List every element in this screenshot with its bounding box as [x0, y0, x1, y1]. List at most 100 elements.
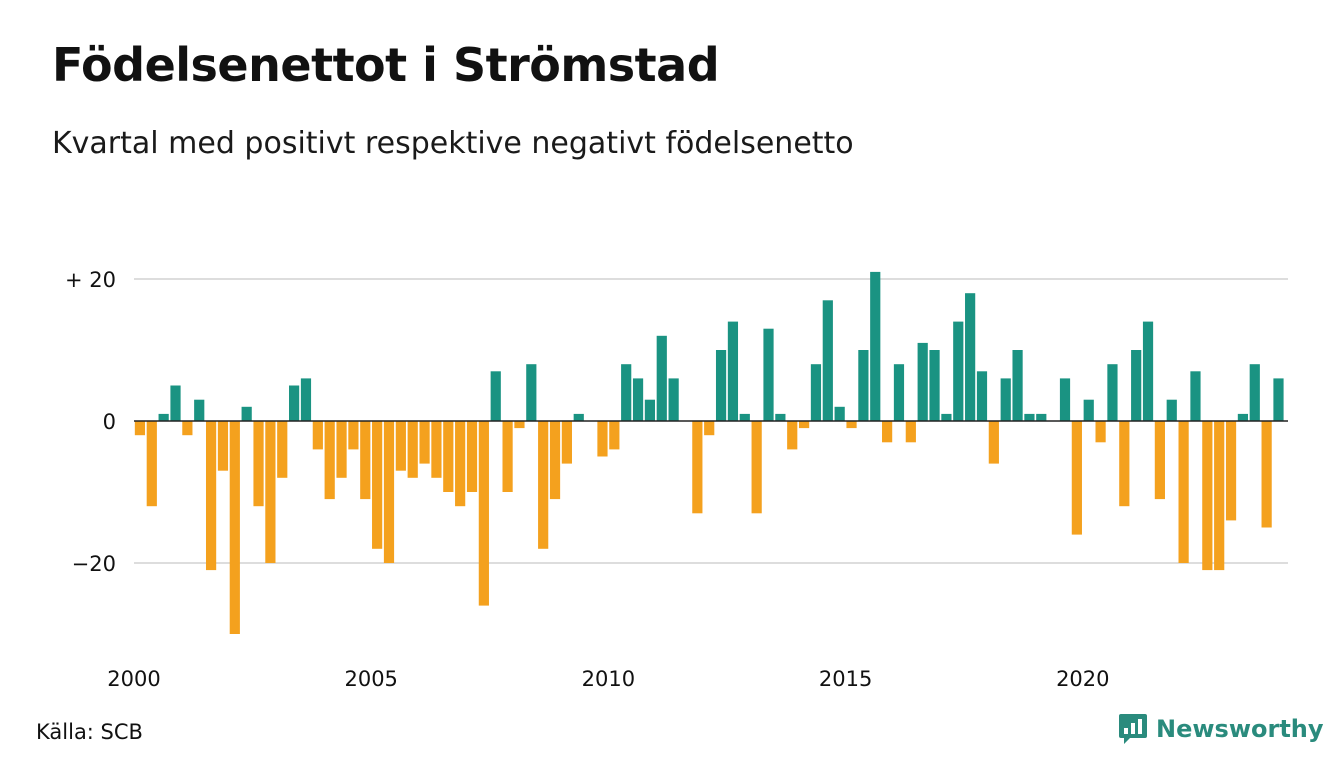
bar [360, 421, 371, 500]
bar [1142, 321, 1154, 421]
brand-name: Newsworthy [1156, 715, 1324, 743]
bar [846, 421, 857, 429]
bar [810, 364, 822, 421]
bar [739, 413, 750, 421]
bar [632, 378, 644, 421]
bar [1107, 364, 1118, 421]
page-subtitle: Kvartal med positivt respektive negativt… [52, 126, 854, 161]
y-tick-label: −20 [72, 552, 116, 576]
bar [348, 421, 359, 450]
bar [419, 421, 430, 464]
bar [905, 421, 916, 443]
bar [265, 421, 276, 563]
bar [312, 421, 323, 450]
bar [253, 421, 264, 507]
bar [609, 421, 620, 450]
y-tick-label: 0 [103, 410, 116, 434]
bar [798, 421, 810, 429]
bar [289, 385, 300, 421]
axis-labels: + 20 0 −20 2000 2005 2010 2015 2020 [65, 268, 1110, 691]
bar [182, 421, 193, 436]
bar [917, 342, 928, 421]
bar [490, 371, 501, 421]
bar [644, 399, 656, 421]
bar [478, 421, 489, 606]
x-tick-label: 2020 [1056, 667, 1109, 691]
bar [668, 378, 679, 421]
bar [882, 421, 893, 443]
bar [526, 364, 537, 421]
bar [1095, 421, 1106, 443]
bar [621, 364, 632, 421]
bar [455, 421, 466, 507]
bar [822, 300, 833, 421]
bar [277, 421, 288, 478]
source-note: Källa: SCB [36, 720, 143, 744]
x-tick-label: 2015 [819, 667, 872, 691]
bar [300, 378, 312, 421]
bar [1131, 350, 1142, 421]
bar [715, 350, 727, 421]
bar [431, 421, 442, 478]
bar [158, 413, 169, 421]
bar [941, 413, 952, 421]
y-tick-label: + 20 [65, 268, 116, 292]
bar [1249, 364, 1260, 421]
grid-lines [134, 278, 1288, 564]
bars [134, 271, 1288, 634]
bar [1178, 421, 1189, 563]
bar [372, 421, 383, 549]
bar [538, 421, 549, 549]
bar [205, 421, 217, 571]
bar [1261, 421, 1272, 528]
bar [656, 335, 667, 421]
bar [336, 421, 347, 478]
bar [1202, 421, 1213, 571]
bar [1214, 421, 1225, 571]
bar [1000, 378, 1011, 421]
bar [893, 364, 905, 421]
bar [870, 271, 881, 421]
bar [1166, 399, 1177, 421]
bar [170, 385, 181, 421]
bar [146, 421, 157, 507]
bar [229, 421, 240, 634]
bar [1083, 399, 1094, 421]
bar [561, 421, 572, 464]
x-tick-label: 2005 [344, 667, 397, 691]
bar [1237, 413, 1249, 421]
bar [395, 421, 406, 471]
bar [1012, 350, 1023, 421]
bar [1225, 421, 1237, 521]
bar [775, 413, 786, 421]
bar [692, 421, 703, 514]
bar [217, 421, 229, 471]
bar [466, 421, 478, 492]
bar [194, 399, 205, 421]
bar [751, 421, 762, 514]
bar [383, 421, 395, 563]
bar [1190, 371, 1201, 421]
bar [976, 371, 988, 421]
bar [1036, 413, 1047, 421]
bar [727, 321, 739, 421]
bar [514, 421, 525, 429]
bar [1273, 378, 1284, 421]
bar-chart: + 20 0 −20 2000 2005 2010 2015 2020 [65, 268, 1288, 691]
bar [573, 413, 584, 421]
bar [1154, 421, 1165, 500]
newsworthy-logo-icon [1119, 714, 1147, 744]
brand-logo: Newsworthy [1118, 712, 1324, 746]
bar [324, 421, 335, 500]
bar [443, 421, 454, 492]
bar [953, 321, 964, 421]
x-tick-label: 2010 [582, 667, 635, 691]
bar [1071, 421, 1082, 535]
bar [502, 421, 513, 492]
bar [1119, 421, 1130, 507]
bar [549, 421, 561, 500]
bar [597, 421, 608, 457]
bar [134, 421, 146, 436]
bar [787, 421, 798, 450]
bar [929, 350, 940, 421]
